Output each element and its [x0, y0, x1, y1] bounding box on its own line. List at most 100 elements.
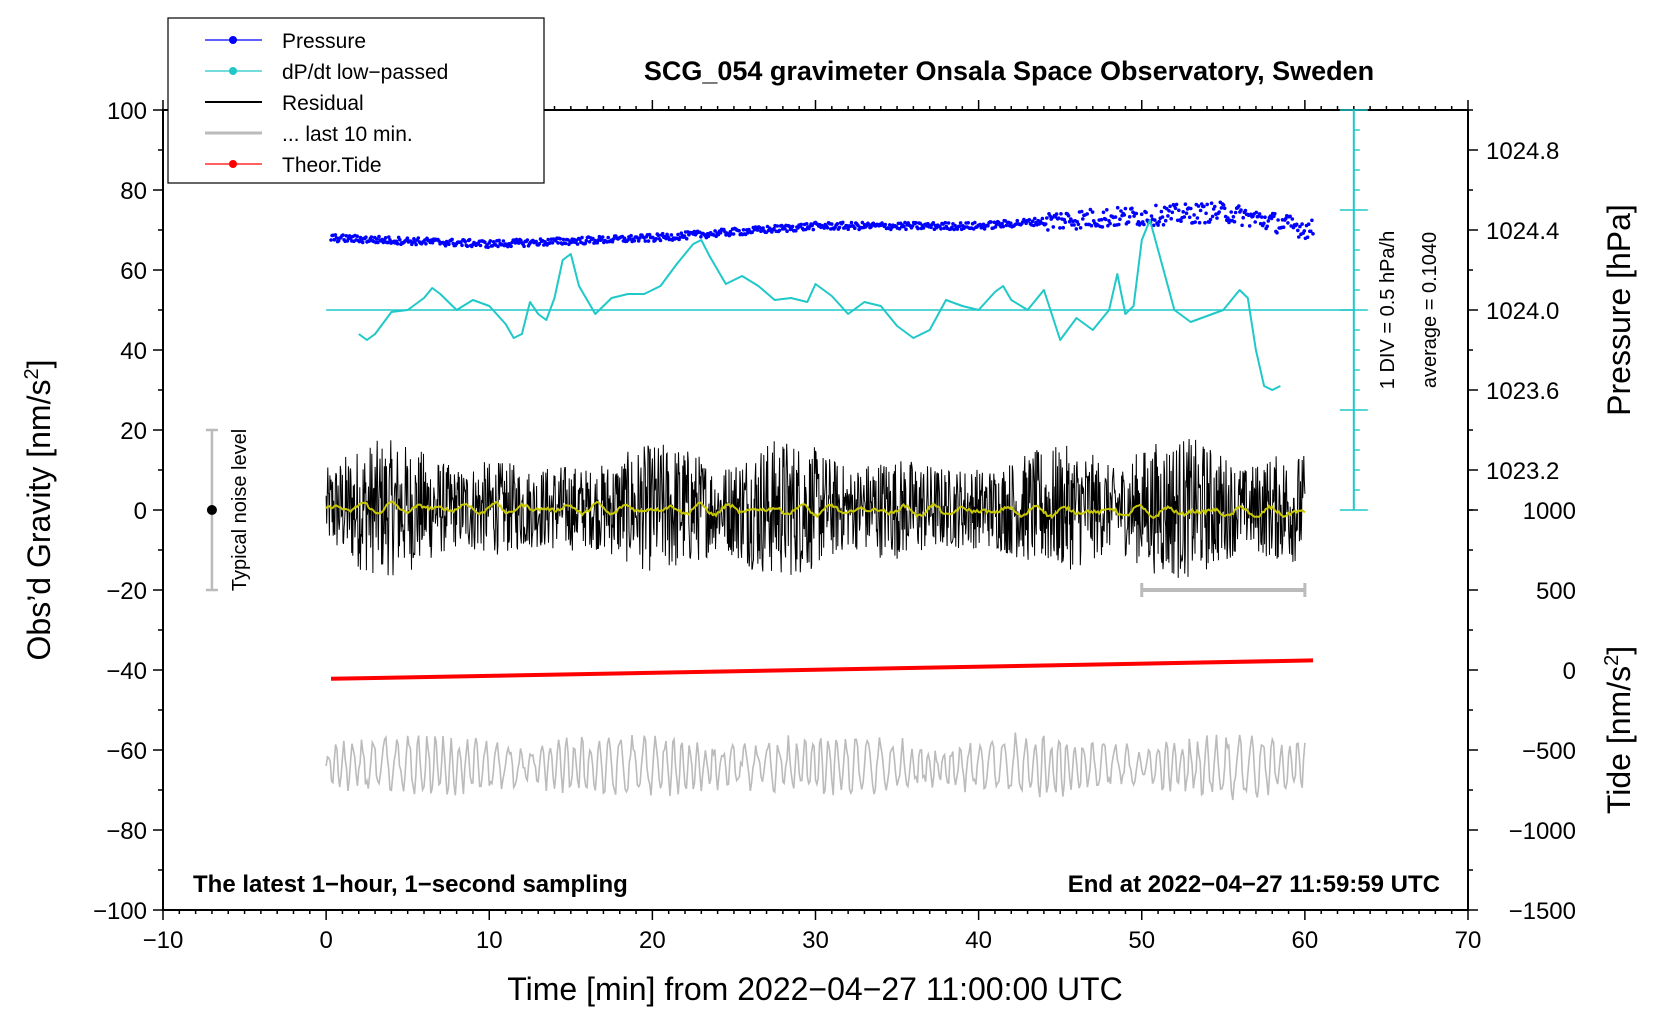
- x-tick-label: 60: [1292, 927, 1319, 954]
- pressure-point: [1030, 219, 1035, 223]
- pressure-point: [953, 223, 957, 228]
- x-tick-label: 30: [802, 927, 829, 954]
- pressure-point: [1126, 220, 1131, 224]
- pressure-point: [1168, 204, 1172, 209]
- pressure-point: [772, 226, 776, 231]
- pressure-point: [534, 239, 538, 244]
- pressure-point: [737, 228, 741, 233]
- pressure-point: [1281, 225, 1286, 229]
- pressure-point: [777, 228, 782, 233]
- pressure-point: [416, 236, 421, 240]
- pressure-point: [1139, 212, 1144, 216]
- pressure-point: [914, 220, 918, 225]
- pressure-point: [1154, 203, 1158, 208]
- pressure-point: [830, 222, 834, 226]
- pressure-point: [1233, 210, 1238, 215]
- pressure-point: [1040, 216, 1045, 221]
- pressure-point: [1275, 230, 1279, 235]
- pressure-point: [1217, 210, 1221, 214]
- y-axis-label-pressure: Pressure [hPa]: [1601, 204, 1637, 416]
- legend-marker-pressure: [229, 36, 237, 44]
- pressure-point: [1100, 225, 1105, 229]
- pressure-point: [1205, 202, 1209, 207]
- y-tick-label: −100: [93, 898, 147, 925]
- x-tick-label: 40: [965, 927, 992, 954]
- pressure-point: [903, 220, 907, 225]
- pressure-point: [488, 239, 493, 243]
- pressure-point: [1127, 215, 1132, 219]
- pressure-point: [1051, 225, 1056, 229]
- pressure-point: [606, 235, 610, 240]
- pressure-point: [699, 235, 703, 239]
- pressure-point: [1208, 217, 1213, 222]
- pressure-point: [939, 227, 943, 231]
- pressure-point: [654, 236, 658, 241]
- legend-marker-dpdt: [229, 67, 237, 75]
- pressure-point: [1195, 216, 1200, 220]
- pressure-point: [713, 229, 717, 233]
- pressure-point: [1198, 208, 1203, 213]
- y-tick-label: 100: [107, 98, 147, 125]
- pressure-point: [1167, 209, 1171, 213]
- pressure-point: [1033, 216, 1037, 221]
- pressure-point: [583, 241, 588, 246]
- noise-level-label: Typical noise level: [229, 429, 251, 591]
- pressure-point: [1078, 226, 1083, 230]
- pressure-point: [647, 232, 652, 237]
- pressure-point: [841, 220, 845, 225]
- pressure-point: [1015, 218, 1020, 223]
- pressure-point: [1310, 218, 1314, 223]
- pressure-point: [943, 220, 948, 225]
- pressure-point: [658, 238, 663, 243]
- chart-title: SCG_054 gravimeter Onsala Space Observat…: [644, 56, 1374, 86]
- pressure-point: [1151, 223, 1156, 228]
- series-layer: [325, 200, 1354, 801]
- pressure-point: [676, 232, 680, 237]
- pressure-point: [1266, 219, 1271, 223]
- pressure-point: [1123, 206, 1128, 211]
- pressure-point: [1117, 222, 1121, 227]
- pressure-point: [853, 226, 857, 230]
- pressure-point: [1079, 209, 1084, 214]
- pressure-point: [430, 240, 435, 245]
- pressure-point: [790, 224, 795, 229]
- footer-right-text: End at 2022−04−27 11:59:59 UTC: [1068, 871, 1440, 898]
- pressure-tick-label: 1024.8: [1486, 138, 1559, 165]
- pressure-point: [811, 227, 816, 232]
- pressure-point: [522, 244, 526, 249]
- residual-smoothed-series: [325, 500, 1306, 520]
- x-tick-label: 0: [319, 927, 332, 954]
- pressure-point: [1085, 212, 1089, 216]
- pressure-point: [755, 228, 760, 232]
- pressure-point: [1081, 217, 1085, 221]
- pressure-point: [447, 242, 451, 246]
- pressure-point: [329, 238, 333, 242]
- pressure-point: [837, 225, 842, 230]
- pressure-point: [1119, 209, 1123, 213]
- pressure-point: [1254, 210, 1259, 215]
- y-axis-label-left: Obs’d Gravity [nm/s2]: [21, 360, 57, 661]
- tide-tick-label: −1000: [1509, 818, 1576, 845]
- pressure-point: [1213, 204, 1217, 209]
- pressure-point: [405, 236, 410, 240]
- pressure-point: [1069, 217, 1073, 221]
- pressure-point: [1196, 204, 1201, 208]
- legend-item-pressure: Pressure: [205, 30, 366, 53]
- pressure-point: [1182, 215, 1187, 219]
- pressure-point: [1059, 212, 1063, 216]
- pressure-point: [1160, 215, 1165, 219]
- pressure-point: [546, 237, 550, 242]
- pressure-point: [483, 240, 487, 245]
- pressure-point: [1210, 214, 1215, 219]
- pressure-point: [846, 227, 850, 231]
- pressure-point: [597, 234, 602, 239]
- pressure-point: [656, 233, 661, 238]
- pressure-point: [1107, 219, 1111, 223]
- pressure-point: [556, 241, 560, 245]
- y-tick-label: −80: [106, 818, 147, 845]
- y-tick-label: 20: [120, 418, 147, 445]
- pressure-point: [1144, 210, 1148, 215]
- pressure-point: [1243, 208, 1248, 213]
- pressure-point: [1066, 214, 1071, 218]
- pressure-point: [1043, 222, 1048, 226]
